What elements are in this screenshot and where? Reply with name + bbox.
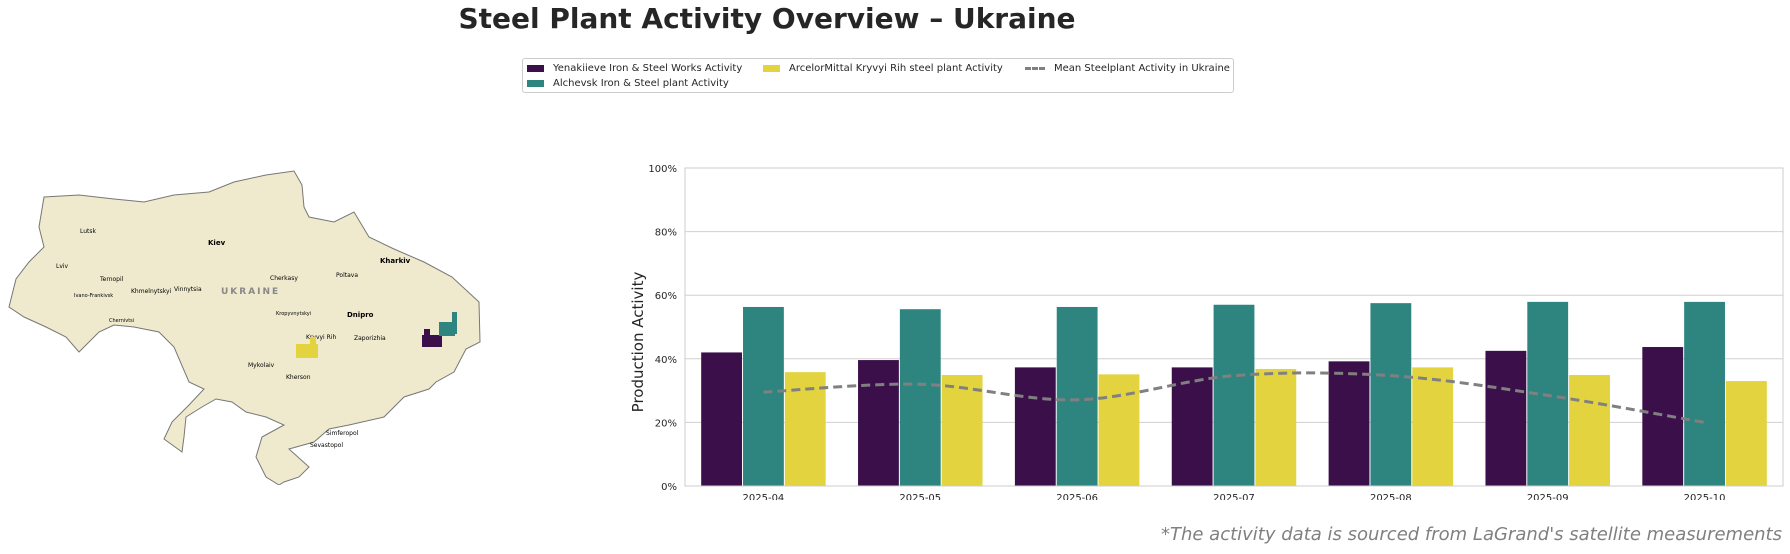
x-tick-label: 2025-07	[1213, 493, 1255, 500]
city-label: Kropyvnytskyi	[276, 311, 311, 317]
bar	[1642, 347, 1684, 486]
y-tick-label: 40%	[655, 355, 677, 366]
legend-swatch	[527, 80, 544, 87]
bar	[1684, 301, 1725, 486]
x-tick-label: 2025-05	[899, 493, 941, 500]
bar	[1328, 361, 1370, 486]
legend-item-alchevsk: Alchevsk Iron & Steel plant Activity	[527, 78, 729, 89]
city-label: Khmelnytskyi	[131, 288, 172, 295]
y-tick-label: 100%	[648, 164, 677, 175]
country-label: UKRAINE	[221, 287, 280, 297]
y-tick-label: 0%	[661, 482, 677, 493]
bar	[1569, 375, 1610, 486]
bar	[1056, 306, 1098, 486]
city-label: Ivano-Frankivsk	[74, 293, 113, 299]
page-title: Steel Plant Activity Overview – Ukraine	[458, 2, 1076, 35]
city-label: Chernivtsi	[109, 318, 134, 324]
city-label: Kharkiv	[380, 257, 411, 265]
legend-label: ArcelorMittal Kryvyi Rih steel plant Act…	[789, 63, 1003, 74]
city-label: Lutsk	[80, 228, 97, 235]
x-tick-label: 2025-06	[1056, 493, 1098, 500]
x-tick-label: 2025-10	[1684, 493, 1726, 500]
chart-legend: Yenakiieve Iron & Steel Works Activity A…	[522, 58, 1234, 93]
bar	[1485, 350, 1527, 486]
city-label: Sevastopol	[310, 442, 343, 449]
y-tick-label: 20%	[655, 418, 677, 429]
city-label: Vinnytsia	[174, 286, 202, 293]
legend-swatch	[527, 65, 544, 72]
city-label: Dnipro	[347, 311, 374, 319]
activity-bar-chart: 0% 20% 40% 60% 80% 100% 2025-04 2025-05 2025-06 2…	[629, 164, 1784, 500]
bar	[701, 352, 743, 486]
city-label: Kherson	[286, 374, 311, 381]
x-tick-label: 2025-08	[1370, 493, 1412, 500]
city-label: Kiev	[208, 239, 226, 247]
legend-swatch	[763, 65, 780, 72]
bar	[1213, 304, 1255, 486]
bar	[743, 306, 784, 486]
city-label: Cherkasy	[270, 275, 298, 282]
city-label: Zaporizhia	[354, 335, 386, 342]
bar	[941, 375, 983, 486]
legend-item-arcelormittal: ArcelorMittal Kryvyi Rih steel plant Act…	[763, 63, 1003, 74]
bar	[899, 309, 941, 486]
legend-label: Yenakiieve Iron & Steel Works Activity	[553, 63, 743, 74]
bar	[1255, 368, 1297, 486]
factory-icon-yenakiieve[interactable]	[422, 329, 442, 347]
bar	[1725, 381, 1767, 486]
ukraine-outline	[8, 170, 481, 485]
legend-label: Alchevsk Iron & Steel plant Activity	[553, 78, 729, 89]
legend-item-yenakiieve: Yenakiieve Iron & Steel Works Activity	[527, 63, 742, 74]
y-tick-label: 80%	[655, 228, 677, 239]
bar	[1171, 367, 1213, 486]
city-label: Simferopol	[326, 430, 359, 437]
city-label: Kryvyi Rih	[306, 334, 336, 341]
y-axis-label: Production Activity	[629, 272, 647, 413]
bar	[1412, 367, 1454, 486]
plot-frame	[684, 167, 1784, 487]
bar	[1370, 303, 1412, 486]
y-tick-label: 60%	[655, 291, 677, 302]
legend-dash	[1025, 67, 1045, 70]
footer-note: *The activity data is sourced from LaGra…	[1160, 524, 1782, 545]
factory-icon-alchevsk[interactable]	[439, 312, 457, 336]
x-tick-label: 2025-04	[743, 493, 785, 500]
x-tick-label: 2025-09	[1527, 493, 1569, 500]
bar	[1014, 367, 1056, 486]
ukraine-map: Lutsk Kiev Lviv Ternopil Ivano-Frankivsk…	[8, 170, 481, 485]
bar	[858, 360, 899, 486]
city-label: Poltava	[336, 272, 358, 279]
city-label: Ternopil	[99, 276, 124, 283]
factory-icon-arcelormittal[interactable]	[296, 337, 318, 358]
city-label: Mykolaiv	[248, 362, 275, 369]
city-label: Lviv	[56, 263, 69, 270]
bar	[1098, 374, 1140, 486]
legend-label: Mean Steelplant Activity in Ukraine	[1054, 63, 1230, 74]
mean-activity-line	[763, 371, 1705, 424]
legend-item-mean: Mean Steelplant Activity in Ukraine	[1025, 63, 1230, 74]
